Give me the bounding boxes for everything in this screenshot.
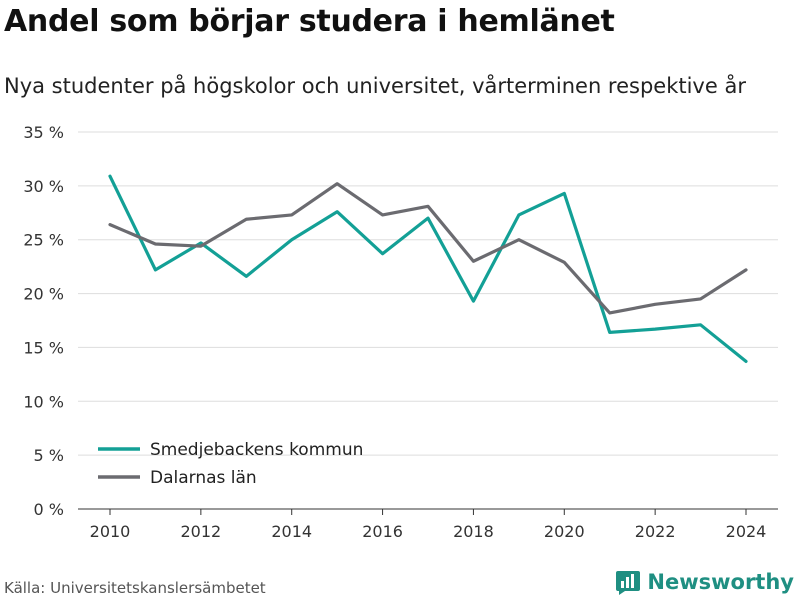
- x-tick-label: 2024: [726, 522, 767, 541]
- x-tick-label: 2022: [635, 522, 676, 541]
- legend: Smedjebackens kommun Dalarnas län: [98, 440, 363, 488]
- series-line-1: [108, 182, 748, 315]
- grid-lines: [78, 131, 778, 510]
- y-tick-label: 15 %: [23, 338, 64, 357]
- x-tick-label: 2020: [544, 522, 585, 541]
- newsworthy-logo-icon: [616, 571, 641, 595]
- line-chart: 0 % 5 % 10 % 15 % 20 % 25 % 30 % 35 % 2010 2012 20…: [23, 123, 778, 541]
- y-tick-label: 20 %: [23, 285, 64, 304]
- chart-title: Andel som börjar studera i hemlänet: [4, 4, 615, 39]
- x-tick-label: 2018: [453, 522, 494, 541]
- chart-subtitle: Nya studenter på högskolor och universit…: [4, 74, 746, 98]
- series-line-0: [108, 174, 748, 364]
- brand-name: Newsworthy: [647, 570, 794, 594]
- y-tick-label: 0 %: [34, 500, 64, 519]
- x-tick-label: 2012: [180, 522, 221, 541]
- y-tick-label: 5 %: [34, 446, 64, 465]
- y-tick-label: 30 %: [23, 177, 64, 196]
- x-tick-label: 2010: [90, 522, 131, 541]
- y-tick-label: 10 %: [23, 392, 64, 411]
- y-tick-label: 25 %: [23, 231, 64, 250]
- y-tick-label: 35 %: [23, 123, 64, 142]
- legend-label-1: Dalarnas län: [150, 468, 257, 488]
- legend-label-0: Smedjebackens kommun: [150, 440, 363, 460]
- series-lines: [108, 174, 748, 364]
- x-tick-label: 2016: [362, 522, 403, 541]
- axis-ticks: 0 % 5 % 10 % 15 % 20 % 25 % 30 % 35 % 2010 2012 20…: [23, 123, 766, 541]
- x-tick-label: 2014: [271, 522, 312, 541]
- source-note: Källa: Universitetskanslersämbetet: [4, 579, 266, 597]
- brand-logo: Newsworthy: [615, 569, 794, 595]
